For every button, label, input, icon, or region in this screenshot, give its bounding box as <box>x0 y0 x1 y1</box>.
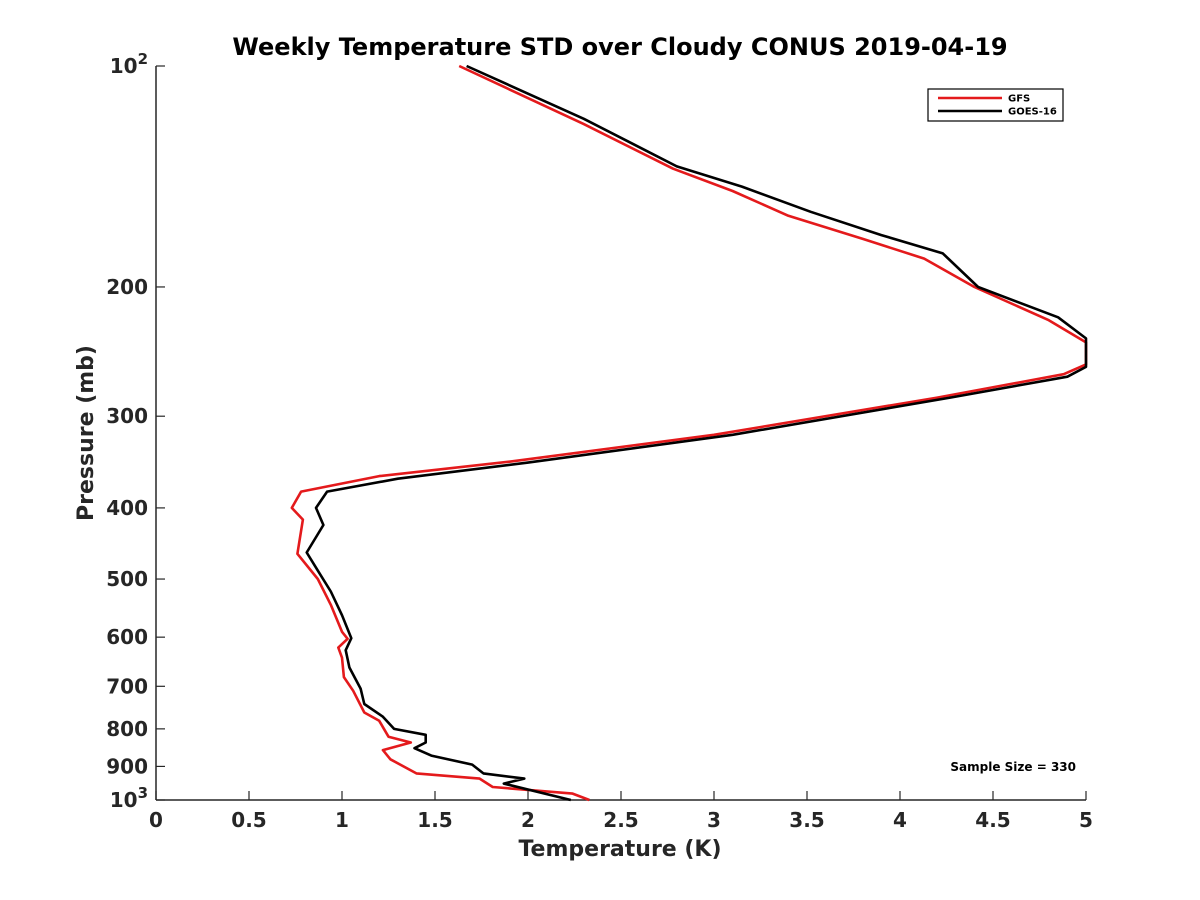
y-tick-label-bottom: 103 <box>110 784 148 812</box>
legend-label-goes16: GOES-16 <box>1008 107 1057 118</box>
y-tick-label: 400 <box>106 496 148 520</box>
x-tick-label: 2 <box>521 808 535 832</box>
x-tick-label: 4.5 <box>975 808 1010 832</box>
legend-box <box>927 88 1064 122</box>
sample-size-annotation: Sample Size = 330 <box>950 760 1076 774</box>
x-tick-label: 4 <box>893 808 907 832</box>
y-tick-label: 600 <box>106 625 148 649</box>
legend: GFS GOES-16 <box>927 88 1064 122</box>
x-ticks: 0 0.5 1 1.5 2 2.5 3 3.5 4 4.5 5 <box>149 791 1093 832</box>
y-tick-label: 300 <box>106 404 148 428</box>
y-tick-label-top: 102 <box>110 50 148 78</box>
x-axis-label: Temperature (K) <box>518 837 721 862</box>
x-tick-label: 5 <box>1079 808 1093 832</box>
series-line-gfs <box>290 64 1088 802</box>
series-lines <box>290 64 1088 802</box>
x-tick-label: 0 <box>149 808 163 832</box>
x-tick-label: 2.5 <box>603 808 638 832</box>
y-tick-label: 700 <box>106 674 148 698</box>
y-axis-label: Pressure (mb) <box>74 345 99 521</box>
series-line-goes16 <box>305 64 1088 802</box>
y-tick-label: 800 <box>106 717 148 741</box>
y-ticks: 200 300 400 500 600 700 800 900 102 103 <box>106 50 165 812</box>
y-tick-label: 900 <box>106 754 148 778</box>
x-tick-label: 3.5 <box>789 808 824 832</box>
x-tick-label: 3 <box>707 808 721 832</box>
chart-title: Weekly Temperature STD over Cloudy CONUS… <box>232 33 1007 61</box>
x-tick-label: 1 <box>335 808 349 832</box>
legend-label-gfs: GFS <box>1008 94 1030 105</box>
x-tick-label: 0.5 <box>231 808 266 832</box>
x-tick-label: 1.5 <box>417 808 452 832</box>
y-tick-label: 500 <box>106 567 148 591</box>
y-tick-label: 200 <box>106 275 148 299</box>
